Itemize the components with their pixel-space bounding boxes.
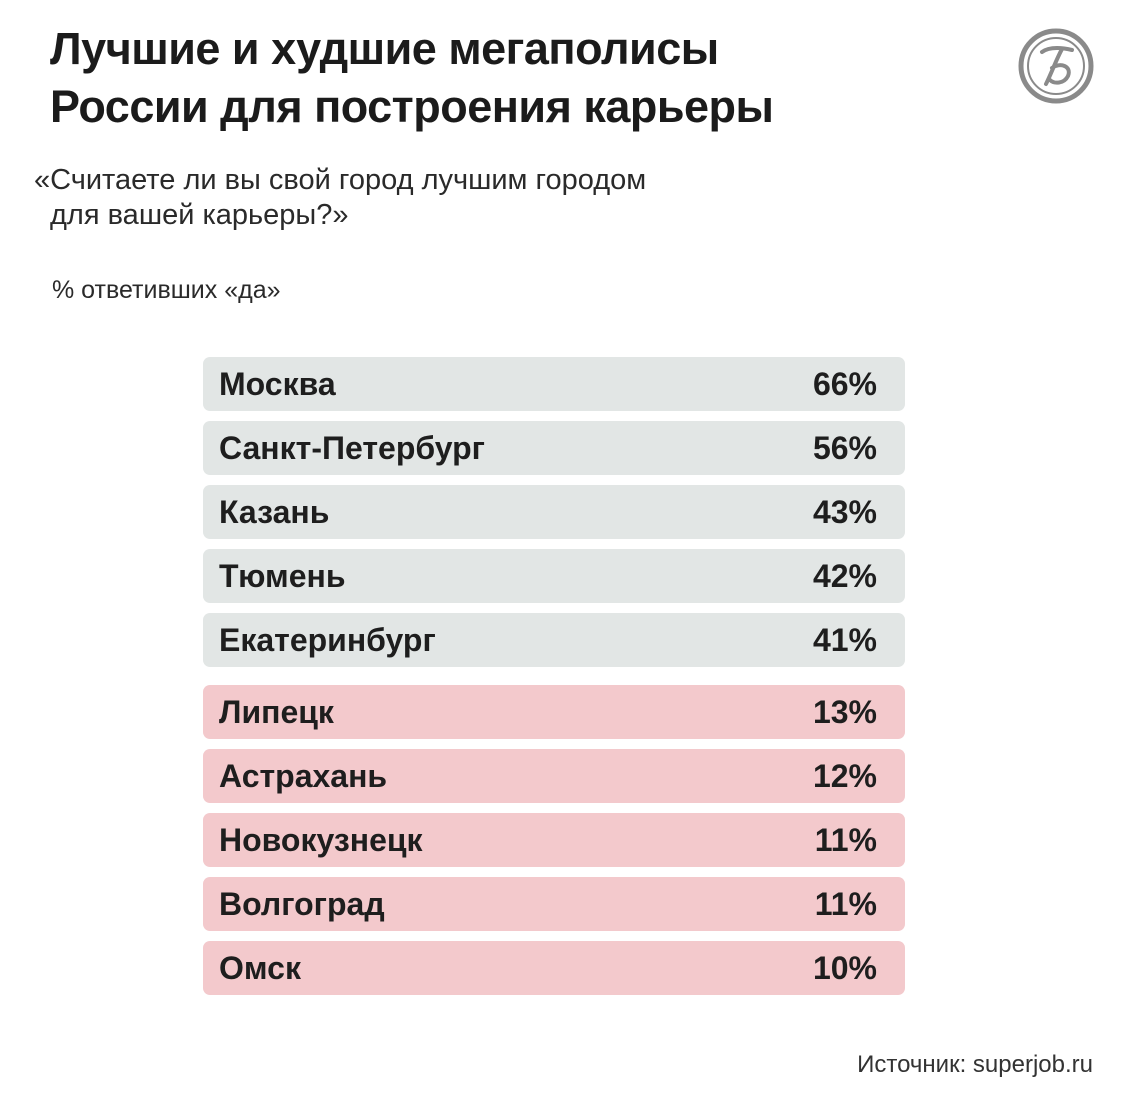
table-row: Тюмень 42% xyxy=(203,549,905,603)
percent-value: 12% xyxy=(812,758,877,794)
city-name: Новокузнецк xyxy=(219,822,423,858)
unit-label: % ответивших «да» xyxy=(52,276,281,304)
city-name: Казань xyxy=(219,494,330,530)
chart-title: Лучшие и худшие мегаполисы России для по… xyxy=(50,20,990,136)
survey-question: «Считаете ли вы свой город лучшим городо… xyxy=(34,163,854,233)
table-row: Москва 66% xyxy=(203,357,905,411)
table-row: Волгоград 11% xyxy=(203,877,905,931)
percent-value: 66% xyxy=(812,366,877,402)
title-line-1: Лучшие и худшие мегаполисы xyxy=(50,23,719,74)
percent-value: 11% xyxy=(814,886,877,922)
percent-value: 10% xyxy=(812,950,877,986)
vedomosti-logo-icon xyxy=(1018,28,1094,104)
city-name: Москва xyxy=(219,366,336,402)
table-row: Липецк 13% xyxy=(203,685,905,739)
city-name: Санкт-Петербург xyxy=(219,430,485,466)
table-row: Новокузнецк 11% xyxy=(203,813,905,867)
table-row: Санкт-Петербург 56% xyxy=(203,421,905,475)
city-name: Астрахань xyxy=(219,758,388,794)
question-line-2: для вашей карьеры?» xyxy=(50,199,349,231)
percent-value: 13% xyxy=(812,694,877,730)
table-row: Казань 43% xyxy=(203,485,905,539)
question-line-1: «Считаете ли вы свой город лучшим городо… xyxy=(34,164,647,196)
city-name: Екатеринбург xyxy=(219,622,436,658)
city-name: Волгоград xyxy=(219,886,385,922)
city-name: Липецк xyxy=(219,694,334,730)
percent-value: 41% xyxy=(812,622,877,658)
percent-value: 56% xyxy=(812,430,877,466)
percent-value: 11% xyxy=(814,822,877,858)
table-row: Астрахань 12% xyxy=(203,749,905,803)
city-name: Тюмень xyxy=(219,558,346,594)
percent-value: 42% xyxy=(812,558,877,594)
table-row: Омск 10% xyxy=(203,941,905,995)
table-row: Екатеринбург 41% xyxy=(203,613,905,667)
percent-value: 43% xyxy=(812,494,877,530)
city-name: Омск xyxy=(219,950,301,986)
city-ranking-table: Москва 66% Санкт-Петербург 56% Казань 43% Тюме… xyxy=(203,357,905,1005)
title-line-2: России для построения карьеры xyxy=(50,81,774,132)
source-note: Источник: superjob.ru xyxy=(857,1051,1093,1078)
